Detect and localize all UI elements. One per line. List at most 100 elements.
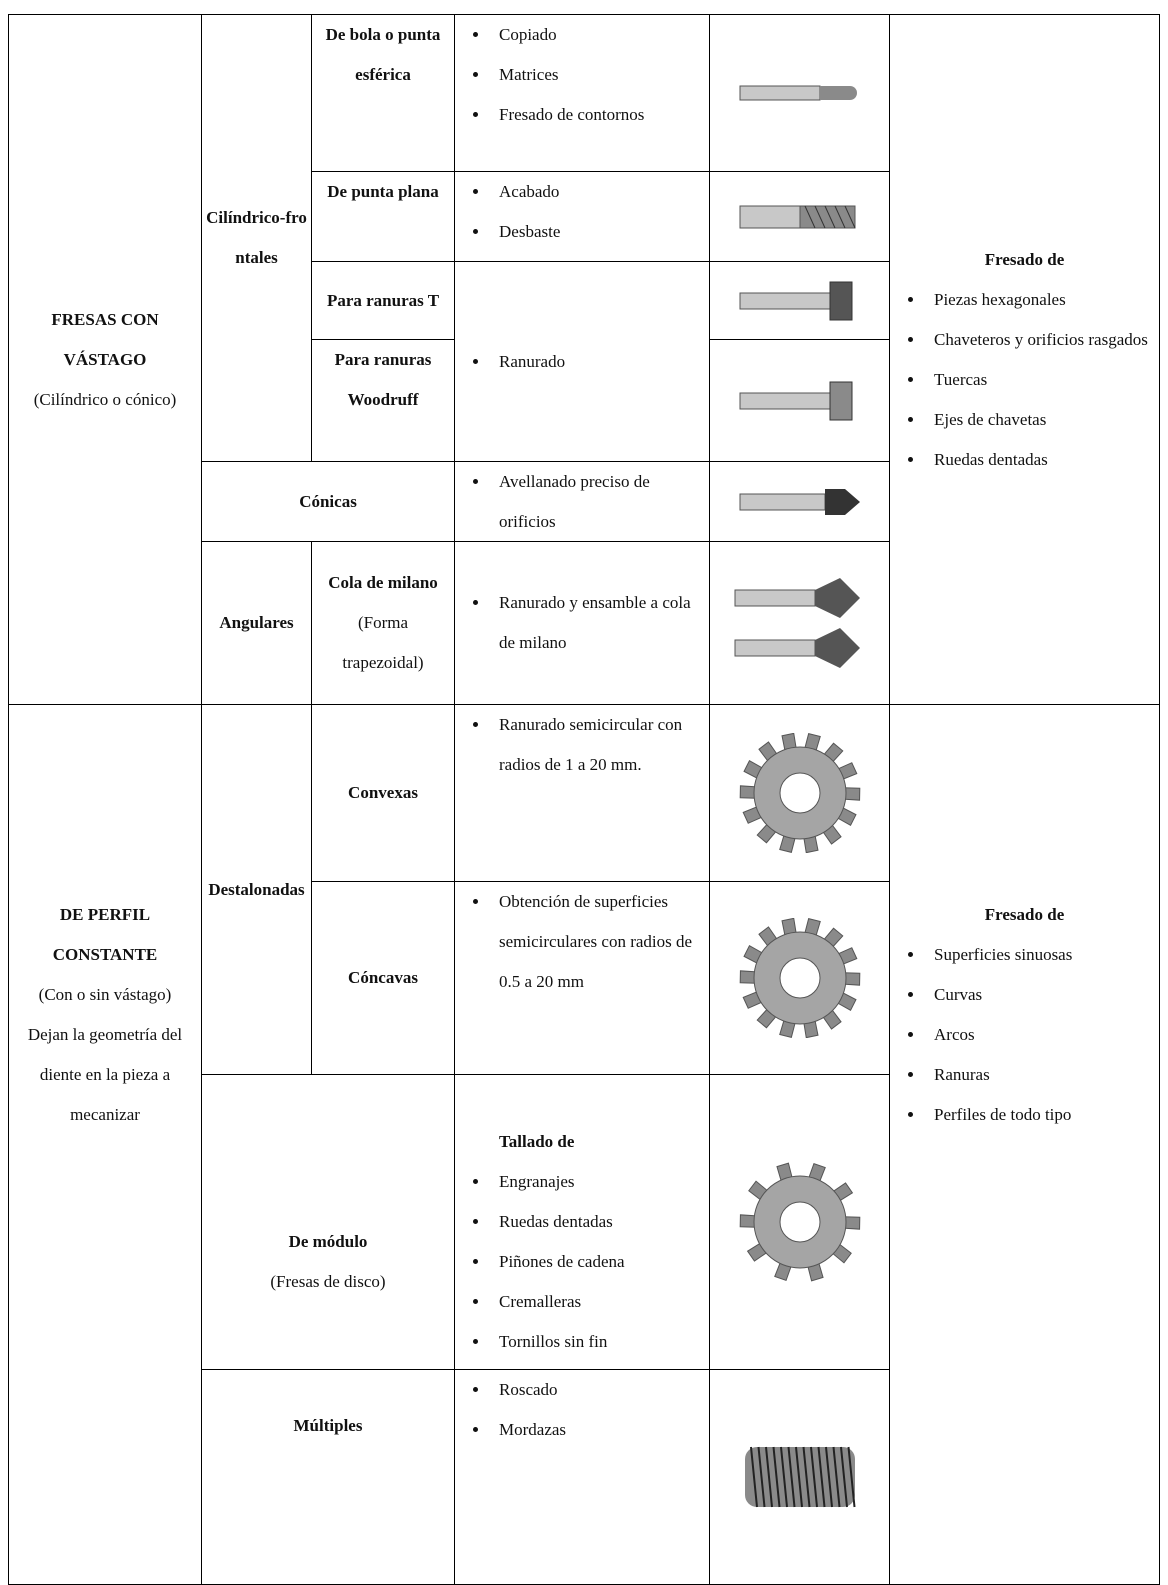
table-cell: Destalonadas <box>202 705 312 1075</box>
table-cell: Ranurado y ensamble a cola de milano <box>455 542 710 705</box>
table-cell: De punta plana <box>312 172 455 262</box>
table-cell: Tallado de Engranajes Ruedas dentadas Piñon… <box>455 1075 710 1370</box>
list-item: Tuercas <box>890 360 1153 400</box>
table-cell <box>710 882 890 1075</box>
list-item: Desbaste <box>455 212 703 252</box>
list-item: Arcos <box>890 1015 1153 1055</box>
tool-image <box>734 578 860 668</box>
bullet-list: Roscado Mordazas <box>455 1370 709 1450</box>
list-item: Curvas <box>890 975 1153 1015</box>
list-item: Ruedas dentadas <box>890 440 1153 480</box>
table-cell <box>710 1370 890 1585</box>
table-cell: Fresado de Superficies sinuosas Curvas Arco… <box>890 705 1160 1585</box>
table-cell: Copiado Matrices Fresado de contornos <box>455 14 710 172</box>
cell-text: Angulares <box>219 613 294 632</box>
cell-text: DE PERFIL CONSTANTE <box>52 905 158 964</box>
bullet-list: Superficies sinuosas Curvas Arcos Ranuras Pe… <box>890 935 1159 1135</box>
list-heading: Tallado de <box>499 1132 575 1151</box>
bullet-list: Obtención de superficies semicirculares … <box>455 882 709 1002</box>
cell-text: Múltiples <box>293 1416 363 1435</box>
cell-text: Para ranuras Woodruff <box>334 350 432 409</box>
table-cell: Cola de milano (Forma trapezoidal) <box>312 542 455 705</box>
table-cell: Múltiples <box>202 1370 455 1585</box>
table-cell: Roscado Mordazas <box>455 1370 710 1585</box>
table-cell: De bola o punta esférica <box>312 14 455 172</box>
list-item: Obtención de superficies semicirculares … <box>455 882 703 1002</box>
table-cell: DE PERFIL CONSTANTE (Con o sin vástago) De… <box>8 705 202 1585</box>
cell-text: Para ranuras T <box>326 290 440 310</box>
list-item: Mordazas <box>455 1410 703 1450</box>
table-cell <box>710 340 890 462</box>
cell-text: (Fresas de disco) <box>270 1272 386 1291</box>
list-item: Fresado de contornos <box>455 95 703 135</box>
list-item: Tornillos sin fin <box>455 1322 703 1362</box>
table-cell: Acabado Desbaste <box>455 172 710 262</box>
list-heading: Fresado de <box>984 249 1065 269</box>
tool-image <box>739 918 860 1038</box>
bullet-list: Ranurado y ensamble a cola de milano <box>455 583 709 663</box>
table-cell: De módulo (Fresas de disco) <box>202 1075 455 1370</box>
list-item: Chaveteros y orificios rasgados <box>890 320 1153 360</box>
bullet-list: Avellanado preciso de orificios <box>455 462 709 541</box>
bullet-list: Copiado Matrices Fresado de contornos <box>455 15 709 135</box>
table-cell: Fresado de Piezas hexagonales Chaveteros y… <box>890 14 1160 705</box>
cell-text: FRESAS CON VÁSTAGO <box>51 309 159 369</box>
cell-text: Dejan la geometría del diente en la piez… <box>27 1025 183 1124</box>
list-item: Superficies sinuosas <box>890 935 1153 975</box>
list-item: Acabado <box>455 172 703 212</box>
table-cell: Angulares <box>202 542 312 705</box>
cell-text: Destalonadas <box>208 879 305 899</box>
table-cell: Cóncavas <box>312 882 455 1075</box>
tool-image <box>739 381 852 420</box>
cell-text: De punta plana <box>327 182 439 201</box>
table-cell: Cónicas <box>202 462 455 542</box>
list-item: Roscado <box>455 1370 703 1410</box>
cell-text: (Cilíndrico o cónico) <box>33 389 177 409</box>
tool-image <box>739 488 860 515</box>
list-item: Matrices <box>455 55 703 95</box>
cell-text: (Forma trapezoidal) <box>342 613 424 672</box>
bullet-list: Piezas hexagonales Chaveteros y orificios… <box>890 280 1159 480</box>
cell-text: Cónicas <box>299 491 357 511</box>
bullet-list: Ranurado <box>455 342 709 382</box>
cell-text: De módulo <box>288 1232 368 1251</box>
list-item: Ranuras <box>890 1055 1153 1095</box>
table-cell: Avellanado preciso de orificios <box>455 462 710 542</box>
list-item: Piñones de cadena <box>455 1242 703 1282</box>
table-cell <box>710 172 890 262</box>
table-cell: Ranurado <box>455 262 710 462</box>
list-heading: Fresado de <box>984 905 1065 924</box>
table-cell: Cilíndrico-frontales <box>202 14 312 462</box>
list-item: Copiado <box>455 15 703 55</box>
list-item: Ruedas dentadas <box>455 1202 703 1242</box>
table-cell <box>710 462 890 542</box>
list-item: Ranurado y ensamble a cola de milano <box>455 583 703 663</box>
cell-text: (Con o sin vástago) <box>38 985 172 1004</box>
table-cell: Para ranuras T <box>312 262 455 340</box>
bullet-list: Engranajes Ruedas dentadas Piñones de cade… <box>455 1162 709 1362</box>
table-cell: Para ranuras Woodruff <box>312 340 455 462</box>
list-item: Engranajes <box>455 1162 703 1202</box>
bullet-list: Acabado Desbaste <box>455 172 709 252</box>
cell-text: Cóncavas <box>348 968 418 987</box>
cell-text: De bola o punta esférica <box>325 25 441 84</box>
table-cell: FRESAS CON VÁSTAGO (Cilíndrico o cónico) <box>8 14 202 705</box>
cell-text: Cola de milano <box>328 573 438 592</box>
tool-image <box>739 85 857 101</box>
table-cell: Ranurado semicircular con radios de 1 a … <box>455 705 710 882</box>
cell-text: Convexas <box>348 783 418 802</box>
list-item: Perfiles de todo tipo <box>890 1095 1153 1135</box>
list-item: Avellanado preciso de orificios <box>455 462 703 541</box>
table-cell <box>710 542 890 705</box>
tool-image <box>739 733 860 853</box>
table-cell: Convexas <box>312 705 455 882</box>
table-cell: Obtención de superficies semicirculares … <box>455 882 710 1075</box>
tool-image <box>739 281 852 320</box>
table-cell <box>710 705 890 882</box>
tool-image <box>739 1162 860 1282</box>
bullet-list: Ranurado semicircular con radios de 1 a … <box>455 705 709 785</box>
tool-image <box>744 1446 855 1508</box>
table-cell <box>710 1075 890 1370</box>
list-item: Ranurado semicircular con radios de 1 a … <box>455 705 703 785</box>
